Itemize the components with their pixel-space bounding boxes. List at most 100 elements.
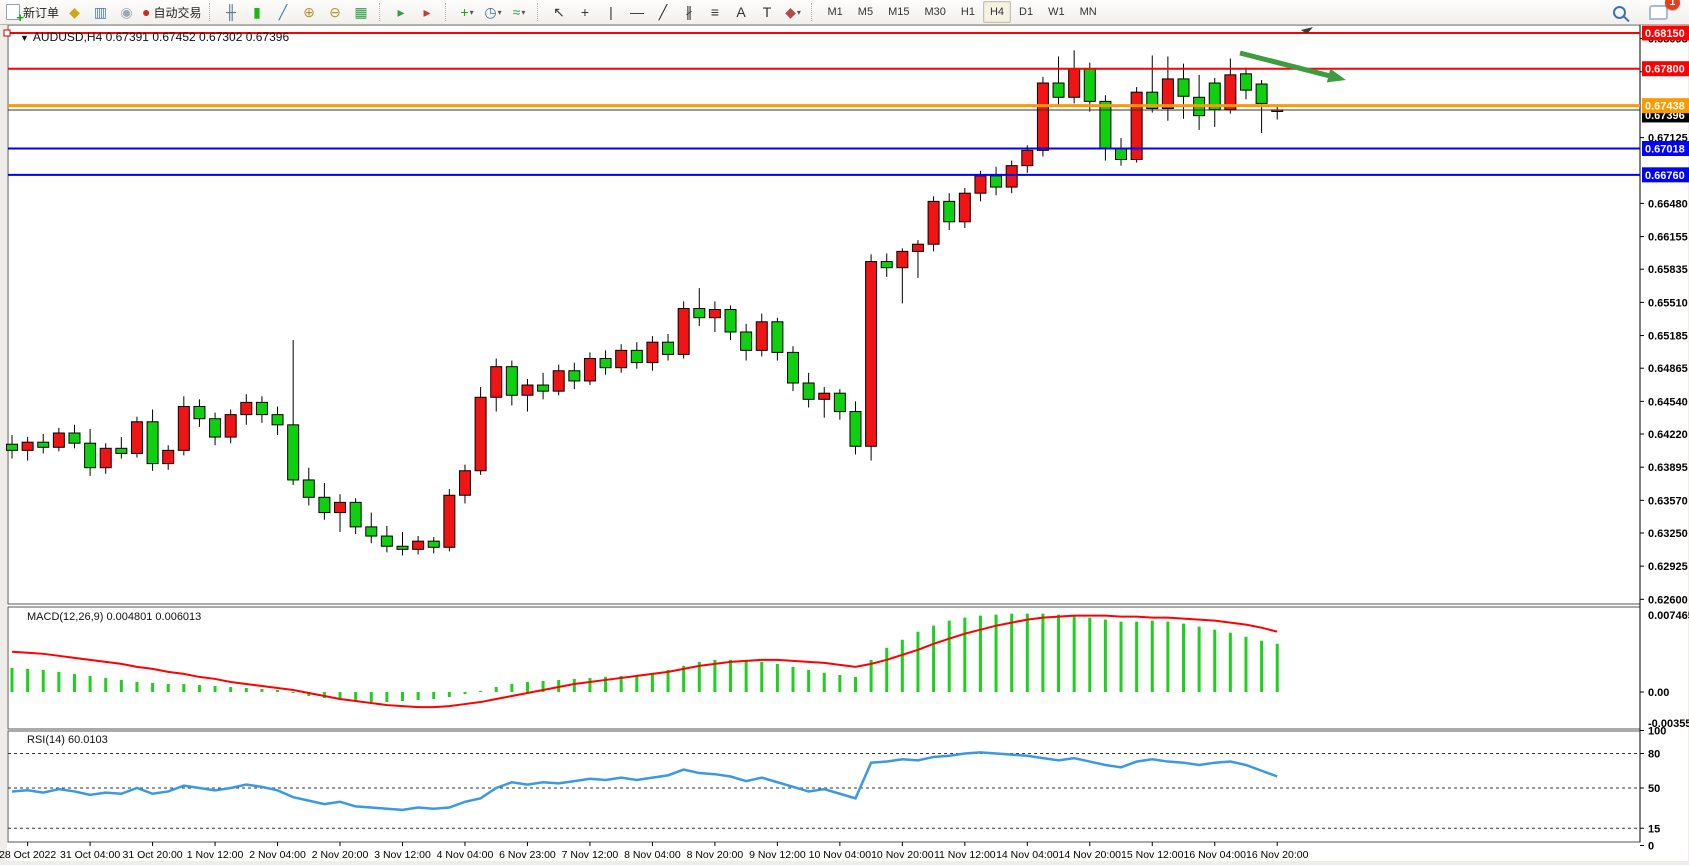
shapes-icon: ◆ — [785, 4, 796, 20]
chart-shift-marker[interactable] — [1301, 27, 1313, 34]
timeframe-m15-button[interactable]: M15 — [888, 6, 910, 18]
date-label: 31 Oct 20:00 — [123, 849, 183, 861]
candle — [896, 250, 909, 269]
rsi-axis-label: 100 — [1648, 726, 1666, 738]
candle — [849, 411, 862, 447]
price-badge-0.67800 — [1642, 61, 1689, 77]
auto-trading-icon: ● — [142, 4, 151, 20]
candle — [927, 200, 940, 245]
profiles-button[interactable]: ◆ — [62, 2, 87, 22]
date-label: 9 Nov 12:00 — [749, 849, 806, 861]
text-label-button[interactable]: T — [755, 2, 780, 22]
zoom-out-button[interactable]: ⊖ — [323, 2, 348, 22]
new-order-icon — [6, 4, 24, 25]
timeframe-m5-button[interactable]: M5 — [857, 6, 874, 18]
indicators-button[interactable]: ≈ ▾ — [507, 2, 532, 22]
new-order-button[interactable]: 新订单 — [4, 2, 61, 25]
candle — [583, 358, 596, 382]
auto-scroll-icon: ▸ — [397, 4, 405, 20]
price-tick-label: 0.63250 — [1648, 528, 1688, 540]
macd-axis-label: 0.00 — [1648, 687, 1669, 699]
shapes-button[interactable]: ◆ ▾ — [781, 2, 806, 22]
timeframe-d1-button[interactable]: D1 — [1019, 6, 1034, 18]
search-button[interactable] — [1607, 2, 1632, 22]
text-button[interactable]: A — [729, 2, 754, 22]
timeframe-h4-button[interactable]: H4 — [982, 1, 1011, 23]
fibonacci-button[interactable]: ≡ — [703, 2, 728, 22]
date-label: 14 Nov 20:00 — [1059, 849, 1122, 861]
signals-button[interactable]: ◉ — [114, 2, 139, 22]
candle — [1005, 165, 1018, 188]
trendline-button[interactable]: ╱ — [651, 2, 676, 22]
bar-chart-button[interactable]: ╫ — [219, 2, 244, 22]
rsi-line — [11, 751, 1278, 812]
timeframe-m1-button[interactable]: M1 — [827, 6, 843, 18]
chevron-down-icon: ▾ — [469, 7, 474, 17]
candlestick-chart-button[interactable]: ▮ — [245, 2, 270, 22]
text-icon: A — [736, 4, 746, 20]
notifications-button[interactable]: 1 — [1646, 0, 1680, 22]
chat-bubble-icon — [1649, 4, 1668, 20]
candle — [255, 401, 268, 416]
chart-shift-button[interactable]: ▸ — [415, 2, 440, 22]
signals-icon: ◉ — [120, 4, 133, 20]
price-tick-label: 0.64865 — [1648, 363, 1688, 375]
candle — [505, 366, 518, 396]
new-chart-button[interactable]: + ▾ — [455, 2, 480, 22]
bar-chart-icon: ╫ — [226, 4, 236, 20]
channel-icon: ∦ — [685, 4, 693, 20]
periods-button[interactable]: ◷ ▾ — [481, 2, 506, 22]
cursor-button[interactable]: ↖ — [547, 2, 572, 22]
candle — [755, 321, 768, 351]
vertical-line-button[interactable]: | — [599, 2, 624, 22]
candle — [568, 370, 581, 382]
timeframe-mn-button[interactable]: MN — [1079, 6, 1097, 18]
candlestick-icon: ▮ — [253, 4, 261, 20]
candle — [365, 526, 378, 537]
candle — [162, 449, 175, 465]
chart-menu-caret-icon[interactable]: ▼ — [20, 33, 29, 43]
horizontal-line-icon: — — [630, 4, 644, 20]
candle — [490, 366, 503, 398]
price-tick-label: 0.64220 — [1648, 429, 1688, 441]
price-tick-label: 0.65835 — [1648, 264, 1688, 276]
date-label: 6 Nov 23:00 — [499, 849, 556, 861]
auto-scroll-button[interactable]: ▸ — [389, 2, 414, 22]
new-chart-icon: + — [460, 4, 469, 20]
crosshair-button[interactable]: + — [573, 2, 598, 22]
line-anchor-handle[interactable] — [3, 29, 11, 37]
candle — [615, 349, 628, 369]
zoom-in-button[interactable]: ⊕ — [297, 2, 322, 22]
trend-arrow-line[interactable] — [1239, 50, 1337, 80]
rsi-axis-label: 50 — [1648, 783, 1660, 795]
line-chart-button[interactable]: ╱ — [271, 2, 296, 22]
new-order-button-label: 新订单 — [23, 5, 60, 20]
timeframe-m30-button[interactable]: M30 — [924, 6, 946, 18]
candle — [146, 421, 159, 465]
candle — [99, 447, 112, 469]
crosshair-icon: + — [580, 4, 590, 20]
candle — [318, 496, 331, 514]
timeframe-h1-button[interactable]: H1 — [960, 6, 975, 18]
chart-canvas[interactable]: 0.680950.677700.671250.664800.661550.658… — [0, 24, 1689, 865]
candle — [630, 349, 643, 364]
toolbar-separator — [444, 3, 450, 21]
auto-trading-button[interactable]: ● 自动交易 — [140, 2, 203, 22]
indicators-icon: ≈ — [512, 4, 521, 20]
candle — [412, 540, 425, 550]
date-label: 8 Nov 04:00 — [624, 849, 681, 861]
candle — [1177, 78, 1190, 97]
candle — [833, 392, 846, 413]
price-badge-label: 0.67800 — [1645, 64, 1685, 76]
charts-window-button[interactable]: ▥ — [88, 2, 113, 22]
date-label: 4 Nov 04:00 — [437, 849, 494, 861]
candle — [6, 443, 18, 451]
tile-windows-button[interactable]: ▦ — [349, 2, 374, 22]
candle — [974, 175, 987, 194]
timeframe-w1-button[interactable]: W1 — [1048, 6, 1065, 18]
search-icon — [1613, 5, 1626, 19]
channel-button[interactable]: ∦ — [677, 2, 702, 22]
horizontal-line-button[interactable]: — — [625, 2, 650, 22]
candle — [240, 401, 253, 416]
